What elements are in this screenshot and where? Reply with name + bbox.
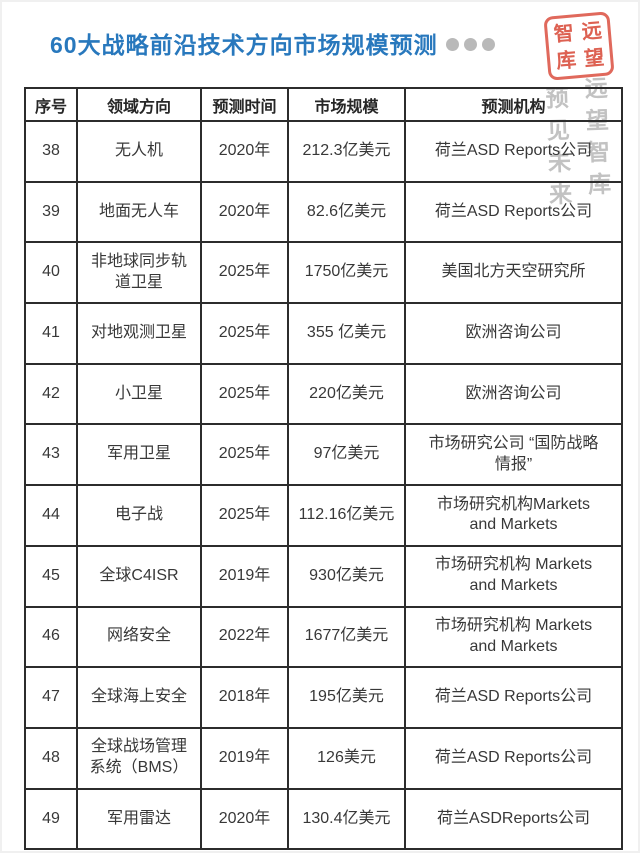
table-row: 43 军用卫星 2025年 97亿美元 市场研究公司 “国防战略 情报” — [24, 423, 623, 487]
cell-market-size: 930亿美元 — [287, 544, 406, 608]
cell-forecast-time: 2025年 — [200, 362, 289, 426]
cell-serial-number: 49 — [24, 787, 78, 851]
cell-forecast-org: 荷兰ASDReports公司 — [404, 787, 623, 851]
cell-forecast-time: 2025年 — [200, 241, 289, 305]
table-row: 47 全球海上安全 2018年 195亿美元 荷兰ASD Reports公司 — [24, 666, 623, 729]
dot-icon — [481, 37, 495, 51]
cell-field-direction: 全球海上安全 — [76, 666, 202, 729]
cell-field-direction: 电子战 — [76, 484, 202, 547]
table-row: 49 军用雷达 2020年 130.4亿美元 荷兰ASDReports公司 — [24, 787, 623, 851]
cell-field-direction: 对地观测卫星 — [76, 302, 202, 365]
cell-serial-number: 44 — [24, 484, 78, 547]
forecast-table: 序号 领域方向 预测时间 市场规模 预测机构 38 无人机 2020年 212.… — [24, 87, 623, 851]
cell-serial-number: 47 — [24, 666, 78, 729]
cell-serial-number: 46 — [24, 605, 78, 669]
cell-forecast-time: 2025年 — [200, 302, 289, 365]
cell-serial-number: 43 — [24, 423, 78, 487]
cell-forecast-org: 市场研究公司 “国防战略 情报” — [404, 423, 623, 487]
cell-forecast-org: 荷兰ASD Reports公司 — [404, 666, 623, 729]
cell-forecast-org: 欧洲咨询公司 — [404, 302, 623, 365]
cell-field-direction: 无人机 — [76, 120, 202, 183]
dot-icon — [445, 37, 459, 51]
table-row: 44 电子战 2025年 112.16亿美元 市场研究机构Markets and… — [24, 484, 623, 547]
cell-forecast-time: 2018年 — [200, 666, 289, 729]
cell-forecast-org: 市场研究机构 Markets and Markets — [404, 605, 623, 669]
header-cell-size: 市场规模 — [287, 87, 406, 122]
cell-forecast-time: 2020年 — [200, 180, 289, 244]
cell-field-direction: 非地球同步轨 道卫星 — [76, 241, 202, 305]
cell-market-size: 212.3亿美元 — [287, 120, 406, 183]
cell-market-size: 220亿美元 — [287, 362, 406, 426]
cell-field-direction: 全球C4ISR — [76, 544, 202, 608]
cell-forecast-org: 市场研究机构Markets and Markets — [404, 484, 623, 547]
cell-forecast-time: 2025年 — [200, 484, 289, 547]
cell-field-direction: 军用卫星 — [76, 423, 202, 487]
seal-char: 库 — [555, 48, 578, 73]
table-body: 38 无人机 2020年 212.3亿美元 荷兰ASD Reports公司 39… — [24, 120, 623, 851]
cell-serial-number: 38 — [24, 120, 78, 183]
cell-serial-number: 40 — [24, 241, 78, 305]
cell-market-size: 1750亿美元 — [287, 241, 406, 305]
table-row: 38 无人机 2020年 212.3亿美元 荷兰ASD Reports公司 — [24, 120, 623, 183]
table-row: 41 对地观测卫星 2025年 355 亿美元 欧洲咨询公司 — [24, 302, 623, 365]
cell-forecast-time: 2019年 — [200, 544, 289, 608]
cell-field-direction: 全球战场管理 系统（BMS） — [76, 726, 202, 790]
cell-forecast-time: 2025年 — [200, 423, 289, 487]
cell-market-size: 355 亿美元 — [287, 302, 406, 365]
seal-char: 智 — [552, 21, 575, 46]
red-seal-stamp: 智 远 库 望 — [543, 11, 615, 81]
header-cell-no: 序号 — [24, 87, 78, 122]
header-cell-time: 预测时间 — [200, 87, 289, 122]
cell-field-direction: 军用雷达 — [76, 787, 202, 851]
cell-forecast-org: 美国北方天空研究所 — [404, 241, 623, 305]
table-row: 39 地面无人车 2020年 82.6亿美元 荷兰ASD Reports公司 — [24, 180, 623, 244]
page-title: 60大战略前沿技术方向市场规模预测 — [50, 32, 438, 58]
table-row: 40 非地球同步轨 道卫星 2025年 1750亿美元 美国北方天空研究所 — [24, 241, 623, 305]
cell-market-size: 82.6亿美元 — [287, 180, 406, 244]
table-header-row: 序号 领域方向 预测时间 市场规模 预测机构 — [24, 87, 623, 122]
cell-forecast-time: 2020年 — [200, 120, 289, 183]
cell-forecast-org: 荷兰ASD Reports公司 — [404, 726, 623, 790]
table-row: 45 全球C4ISR 2019年 930亿美元 市场研究机构 Markets a… — [24, 544, 623, 608]
seal-char: 远 — [580, 19, 603, 44]
cell-market-size: 130.4亿美元 — [287, 787, 406, 851]
cell-market-size: 195亿美元 — [287, 666, 406, 729]
cell-serial-number: 39 — [24, 180, 78, 244]
title-row: 60大战略前沿技术方向市场规模预测 — [50, 26, 495, 60]
cell-field-direction: 小卫星 — [76, 362, 202, 426]
cell-market-size: 126美元 — [287, 726, 406, 790]
seal-char: 望 — [583, 46, 606, 71]
table-row: 46 网络安全 2022年 1677亿美元 市场研究机构 Markets and… — [24, 605, 623, 669]
header-cell-org: 预测机构 — [404, 87, 623, 122]
cell-forecast-org: 市场研究机构 Markets and Markets — [404, 544, 623, 608]
cell-market-size: 97亿美元 — [287, 423, 406, 487]
cell-serial-number: 42 — [24, 362, 78, 426]
dot-icon — [463, 37, 477, 51]
cell-forecast-time: 2019年 — [200, 726, 289, 790]
table-row: 42 小卫星 2025年 220亿美元 欧洲咨询公司 — [24, 362, 623, 426]
title-dots-decoration — [445, 37, 495, 51]
header-cell-field: 领域方向 — [76, 87, 202, 122]
cell-market-size: 1677亿美元 — [287, 605, 406, 669]
cell-forecast-time: 2020年 — [200, 787, 289, 851]
table-row: 48 全球战场管理 系统（BMS） 2019年 126美元 荷兰ASD Repo… — [24, 726, 623, 790]
cell-field-direction: 地面无人车 — [76, 180, 202, 244]
cell-field-direction: 网络安全 — [76, 605, 202, 669]
cell-serial-number: 41 — [24, 302, 78, 365]
cell-forecast-time: 2022年 — [200, 605, 289, 669]
cell-serial-number: 48 — [24, 726, 78, 790]
cell-serial-number: 45 — [24, 544, 78, 608]
cell-forecast-org: 荷兰ASD Reports公司 — [404, 120, 623, 183]
cell-forecast-org: 荷兰ASD Reports公司 — [404, 180, 623, 244]
cell-forecast-org: 欧洲咨询公司 — [404, 362, 623, 426]
cell-market-size: 112.16亿美元 — [287, 484, 406, 547]
